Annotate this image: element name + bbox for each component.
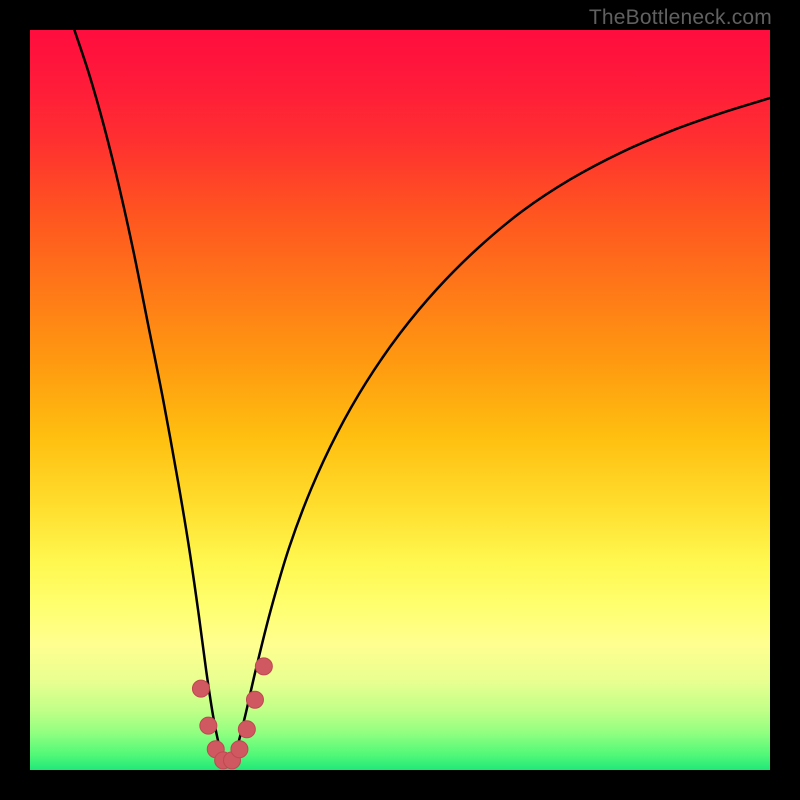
marker-point [238, 721, 255, 738]
bottleneck-curve [30, 30, 770, 770]
plot-area [30, 30, 770, 770]
curve-line [74, 30, 770, 763]
marker-point [231, 741, 248, 758]
marker-point [192, 680, 209, 697]
marker-point [200, 717, 217, 734]
marker-point [255, 658, 272, 675]
curve-markers [192, 658, 272, 769]
marker-point [246, 691, 263, 708]
watermark: TheBottleneck.com [589, 6, 772, 30]
